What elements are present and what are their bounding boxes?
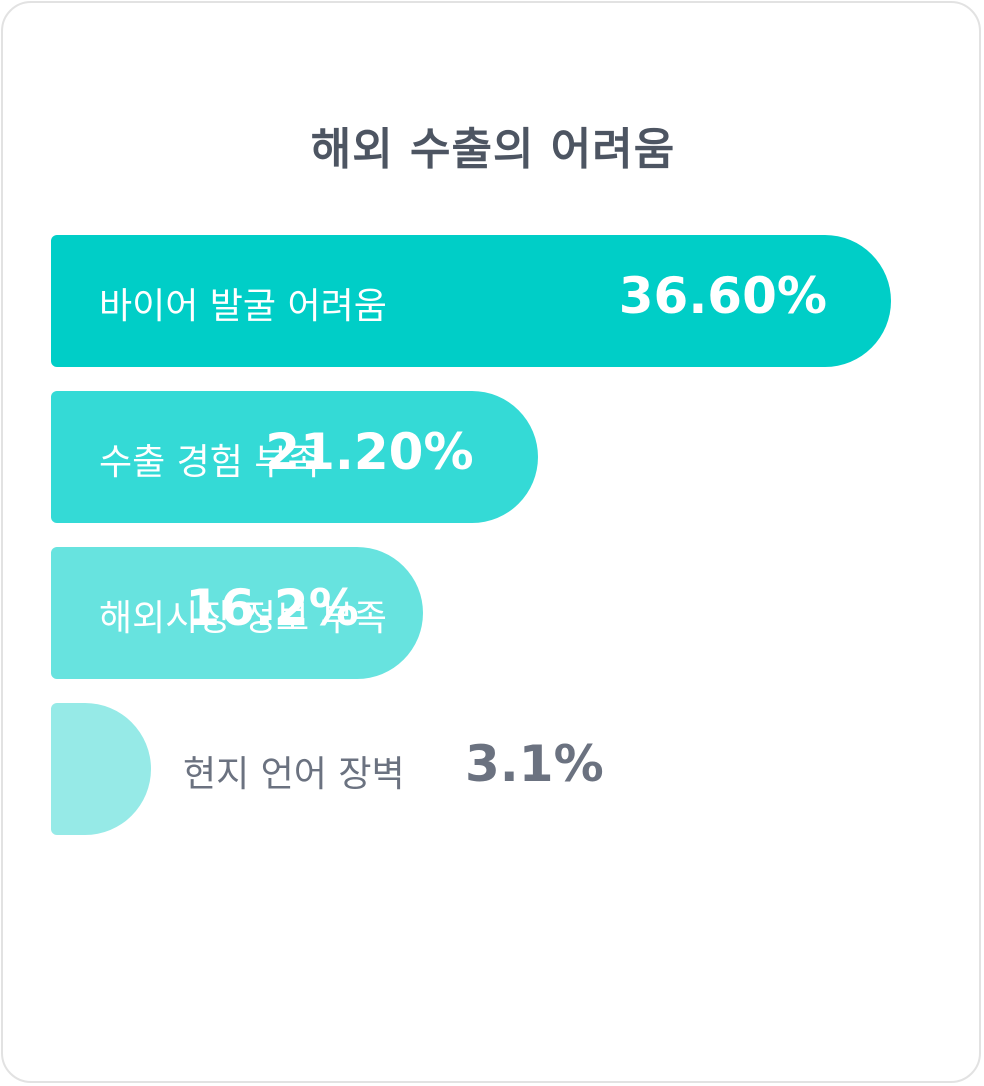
chart-title: 해외 수출의 어려움 bbox=[3, 113, 983, 177]
bar-value-2: 21.20% bbox=[265, 423, 473, 481]
bar-value-3: 16.2% bbox=[185, 579, 358, 637]
bar-value-1: 36.60% bbox=[619, 267, 827, 325]
bar-4 bbox=[51, 703, 151, 835]
bar-label-1: 바이어 발굴 어려움 bbox=[99, 277, 387, 329]
bar-value-4: 3.1% bbox=[465, 735, 604, 793]
bar-label-4: 현지 언어 장벽 bbox=[183, 745, 405, 797]
